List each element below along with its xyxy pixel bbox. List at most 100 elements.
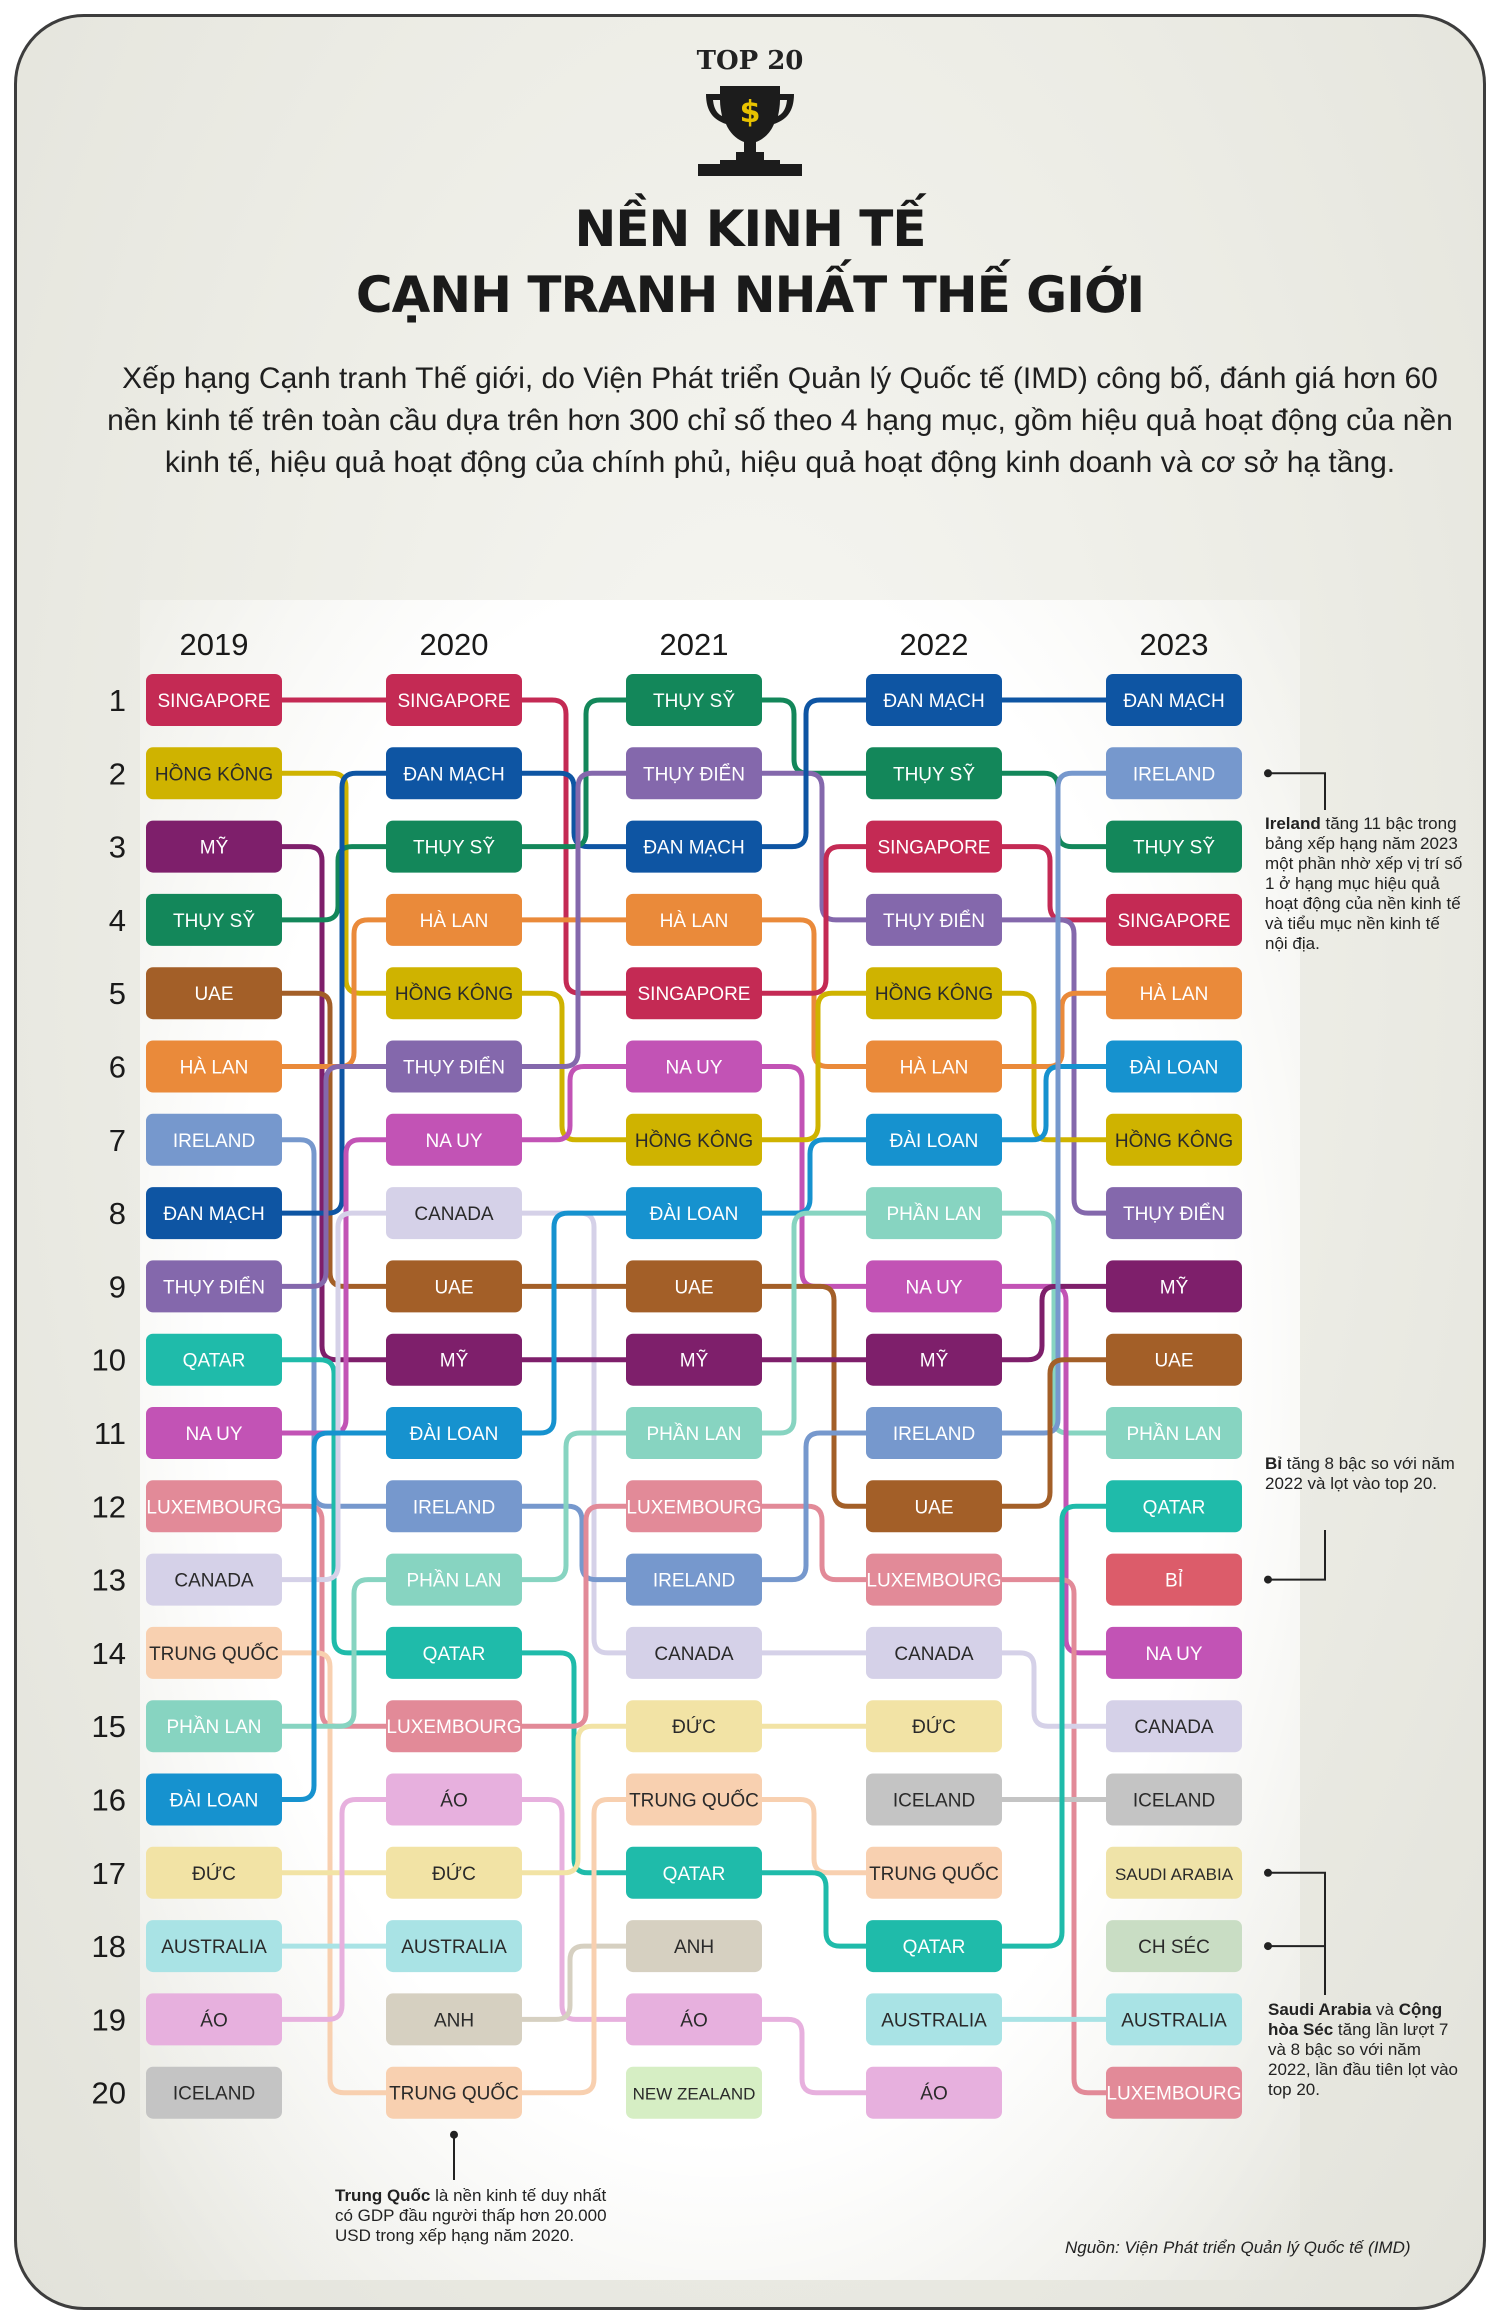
rank-label-6: 6	[109, 1050, 126, 1085]
rank-box-2020-5	[386, 967, 522, 1020]
rank-box-2023-5	[1106, 967, 1242, 1020]
rank-box-2019-18	[146, 1920, 282, 1973]
rank-box-2019-5	[146, 967, 282, 1020]
rank-label-1: 1	[109, 683, 126, 718]
rank-box-2023-16	[1106, 1773, 1242, 1826]
rank-name-2020-17: ĐỨC	[432, 1863, 476, 1885]
note-bi: Bỉ tăng 8 bậc so với năm 2022 và lọt vào…	[1265, 1454, 1455, 1494]
axis-labels: 2019 2020 2021 2022 202312345678910111213141…	[92, 627, 1209, 2111]
rank-name-2022-18: QATAR	[903, 1937, 966, 1958]
connector-thuy-dien-2020-2021	[522, 770, 626, 1069]
title-line-2: CẠNH TRANH NHẤT THẾ GIỚI	[355, 266, 1145, 324]
rank-box-2023-12	[1106, 1480, 1242, 1533]
rank-box-2023-2	[1106, 747, 1242, 800]
rank-name-2021-11: PHẦN LAN	[646, 1423, 741, 1445]
connector-qatar-2019-2020	[282, 1357, 386, 1656]
rank-name-2022-17: TRUNG QUỐC	[869, 1863, 999, 1885]
rank-box-2021-7	[626, 1113, 762, 1166]
rank-name-2022-4: THỤY ĐIỂN	[883, 910, 985, 932]
rank-box-2019-10	[146, 1333, 282, 1386]
rank-label-12: 12	[92, 1489, 126, 1524]
note-ireland-bold: Ireland	[1265, 814, 1321, 833]
note-ireland-text: tăng 11 bậc trong bảng xếp hạng năm 2023…	[1265, 814, 1463, 953]
note-bi-bold: Bỉ	[1265, 1454, 1282, 1473]
rank-label-9: 9	[109, 1269, 126, 1304]
connector-dai-loan-2022-2023	[1002, 1064, 1106, 1143]
connector-canada-2022-2023	[1002, 1650, 1106, 1729]
note-saudi-bold-2: Cộng hòa Séc	[1268, 2000, 1443, 2039]
rank-name-2019-3: MỸ	[200, 837, 229, 859]
rank-name-2022-12: UAE	[914, 1497, 953, 1518]
connector-hong-kong-2019-2020	[282, 770, 386, 996]
rank-name-2021-20: NEW ZEALAND	[633, 2085, 756, 2104]
rank-name-2023-15: CANADA	[1134, 1717, 1214, 1738]
rank-name-2019-9: THỤY ĐIỂN	[163, 1276, 265, 1298]
rank-box-2023-20	[1106, 2066, 1242, 2119]
rank-name-2023-14: NA UY	[1145, 1644, 1202, 1665]
connector-ireland-2019-2020	[282, 1137, 386, 1509]
rank-box-2022-4	[866, 893, 1002, 946]
rank-name-2021-19: ÁO	[680, 2010, 707, 2031]
rank-box-2023-1	[1106, 674, 1242, 726]
year-label-2022: 2022	[900, 627, 969, 662]
connector-trung-quoc-2021-2022	[762, 1797, 866, 1876]
rank-box-2021-16	[626, 1773, 762, 1826]
rank-name-2019-17: ĐỨC	[192, 1863, 236, 1885]
top-label: TOP 20	[696, 46, 804, 76]
rank-name-2021-14: CANADA	[654, 1644, 734, 1665]
rank-box-2020-12	[386, 1480, 522, 1533]
rank-box-2020-19	[386, 1993, 522, 2046]
rank-name-2020-16: ÁO	[440, 1791, 467, 1812]
rank-box-2021-3	[626, 820, 762, 873]
rank-box-2019-17	[146, 1846, 282, 1899]
rank-name-2019-11: NA UY	[185, 1424, 242, 1445]
rank-name-2021-6: NA UY	[665, 1058, 722, 1079]
connector-lines	[282, 697, 1106, 2096]
rank-box-2021-18	[626, 1920, 762, 1973]
rank-name-2022-10: MỸ	[920, 1350, 949, 1372]
rank-box-2023-19	[1106, 1993, 1242, 2046]
note-china: Trung Quốc là nền kinh tế duy nhất có GD…	[335, 2186, 625, 2246]
rank-name-2023-17: SAUDI ARABIA	[1115, 1865, 1234, 1884]
rank-name-2023-20: LUXEMBOURG	[1106, 2084, 1241, 2105]
rank-name-2021-5: SINGAPORE	[638, 984, 751, 1005]
connector-qatar-2021-2022	[762, 1870, 866, 1949]
rank-name-2020-15: LUXEMBOURG	[386, 1717, 521, 1738]
rank-name-2022-5: HỒNG KÔNG	[875, 983, 993, 1005]
note-saudi-text: tăng lần lượt 7 và 8 bậc so với năm 2022…	[1268, 2020, 1458, 2099]
rank-name-2021-7: HỒNG KÔNG	[635, 1130, 753, 1152]
rank-name-2021-15: ĐỨC	[672, 1716, 716, 1738]
rank-box-2020-3	[386, 820, 522, 873]
connector-dan-mach-2019-2020	[282, 770, 386, 1216]
connector-thuy-dien-2019-2020	[282, 1064, 386, 1289]
rank-name-2020-4: HÀ LAN	[420, 911, 489, 932]
connector-singapore-2021-2022	[762, 844, 866, 996]
rank-box-2023-13	[1106, 1553, 1242, 1606]
source-note: Nguồn: Viện Phát triển Quản lý Quốc tế (…	[1065, 2238, 1411, 2257]
rank-box-2021-13	[626, 1553, 762, 1606]
rank-name-2023-6: ĐÀI LOAN	[1130, 1058, 1219, 1079]
rank-name-2023-4: SINGAPORE	[1118, 911, 1231, 932]
rank-label-19: 19	[92, 2002, 126, 2037]
annotation-guides	[450, 769, 1326, 2180]
connector-qatar-2022-2023	[1002, 1503, 1106, 1949]
guide-saudi	[1268, 1871, 1326, 1995]
rank-box-2019-14	[146, 1626, 282, 1679]
rank-name-2020-13: PHẦN LAN	[406, 1570, 501, 1592]
note-china-bold: Trung Quốc	[335, 2186, 431, 2205]
rank-box-2021-17	[626, 1846, 762, 1899]
rank-name-2022-1: ĐAN MẠCH	[883, 691, 984, 712]
rank-label-11: 11	[94, 1416, 126, 1451]
rank-box-2022-20	[866, 2066, 1002, 2119]
rank-name-2022-9: NA UY	[905, 1277, 962, 1298]
rank-box-2020-1	[386, 674, 522, 726]
rank-label-16: 16	[92, 1783, 126, 1818]
rank-name-2019-1: SINGAPORE	[158, 691, 271, 712]
rank-box-2021-10	[626, 1333, 762, 1386]
rank-name-2023-16: ICELAND	[1133, 1791, 1215, 1812]
rank-box-2020-18	[386, 1920, 522, 1973]
guide-bi	[1268, 1530, 1326, 1581]
connector-thuy-sy-2021-2022	[762, 697, 866, 776]
rank-name-2020-10: MỸ	[440, 1350, 469, 1372]
